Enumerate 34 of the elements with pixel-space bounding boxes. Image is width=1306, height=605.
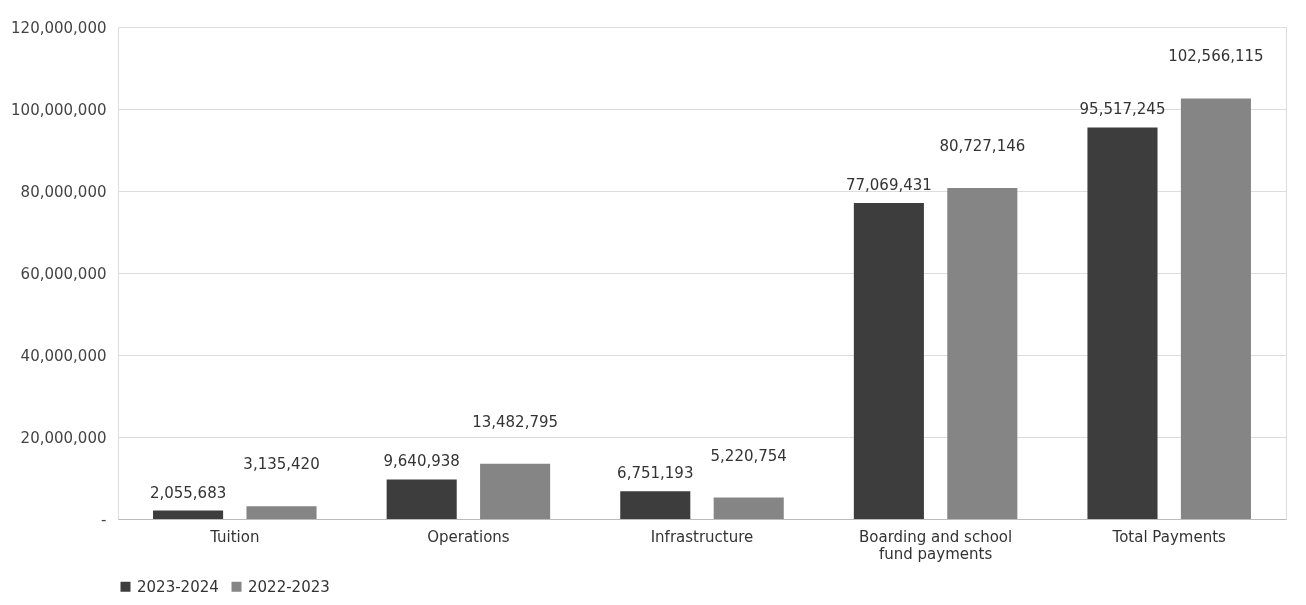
data-label: 95,517,245	[1079, 100, 1166, 119]
y-tick-label: 20,000,000	[20, 428, 107, 447]
x-tick-label: Infrastructure	[650, 527, 754, 546]
data-label: 3,135,420	[243, 455, 320, 474]
y-tick-label: 80,000,000	[20, 182, 107, 201]
bar	[480, 463, 551, 519]
bar	[713, 497, 784, 519]
bar	[947, 188, 1018, 519]
y-tick-label: 100,000,000	[11, 100, 107, 119]
data-label: 80,727,146	[939, 137, 1026, 156]
data-label: 77,069,431	[845, 176, 932, 195]
data-label: 9,640,938	[383, 452, 460, 471]
y-tick-label: 60,000,000	[20, 264, 107, 283]
data-label: 6,751,193	[617, 464, 694, 483]
data-label: 102,566,115	[1168, 47, 1264, 66]
bar	[853, 203, 924, 519]
legend-label: 2022-2023	[248, 577, 330, 596]
data-label: 13,482,795	[472, 412, 559, 431]
y-tick-label: -	[101, 510, 107, 529]
data-label: 2,055,683	[149, 483, 227, 502]
bar	[1087, 127, 1158, 519]
x-tick-label: Boarding and school fund payments	[859, 527, 1013, 563]
bar	[246, 506, 317, 519]
bar	[1180, 98, 1251, 519]
x-tick-label: Total Payments	[1111, 527, 1227, 546]
y-tick-label: 120,000,000	[11, 18, 107, 37]
bar	[620, 491, 691, 519]
x-tick-label: Tuition	[209, 527, 260, 546]
legend-label: 2023-2024	[137, 577, 219, 596]
bar	[153, 510, 224, 519]
bar	[386, 479, 457, 519]
x-tick-label: Operations	[427, 527, 510, 546]
y-tick-label: 40,000,000	[20, 346, 107, 365]
data-label: 5,220,754	[710, 446, 787, 465]
